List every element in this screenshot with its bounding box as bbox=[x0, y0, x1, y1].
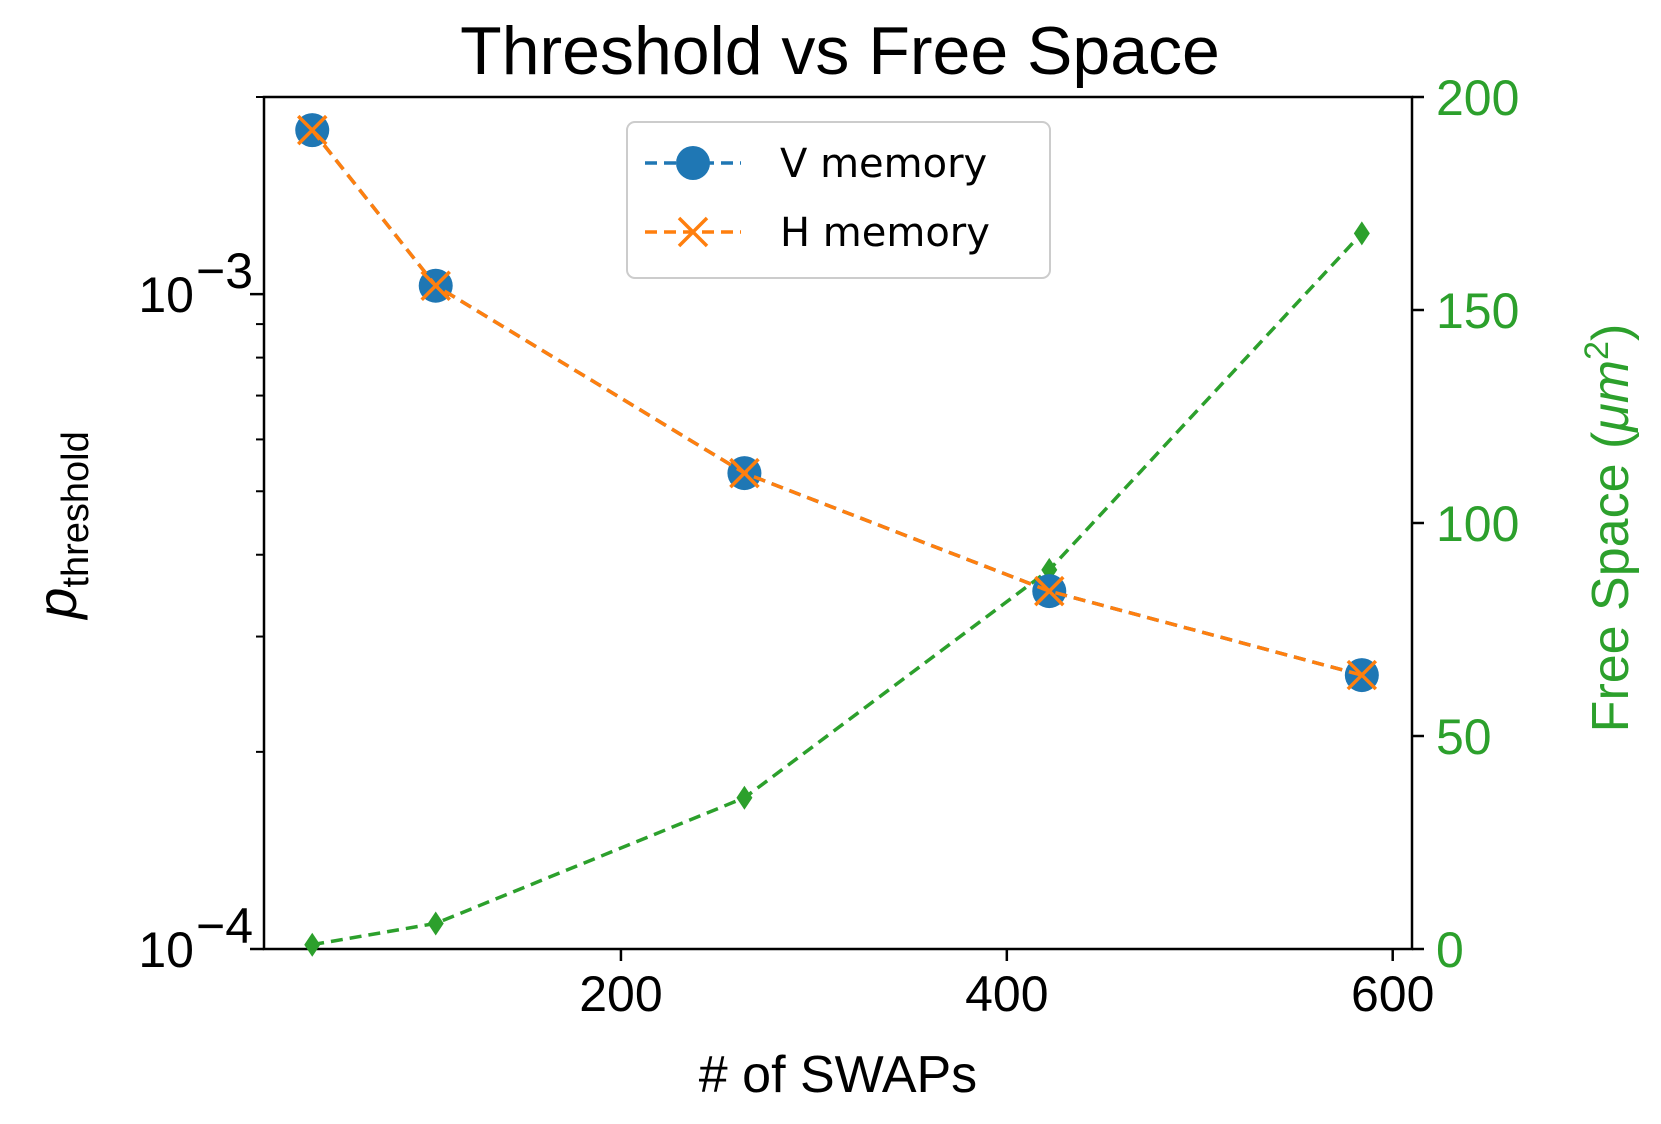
x-tick-label: 600 bbox=[1351, 966, 1434, 1022]
y-tick-label-base: 10 bbox=[138, 267, 194, 323]
y2-tick-label: 50 bbox=[1436, 709, 1492, 765]
series-layer bbox=[295, 113, 1379, 957]
legend: V memory H memory bbox=[626, 121, 1051, 279]
y2-axis-label-close: ) bbox=[1582, 324, 1640, 341]
y-axis-label-main: p bbox=[25, 588, 88, 621]
free-space-point bbox=[1353, 221, 1370, 246]
y2-tick-label: 150 bbox=[1436, 283, 1519, 339]
h-memory-point bbox=[729, 457, 760, 489]
y2-axis-ticks: 0 50 100 150 200 bbox=[1412, 70, 1519, 978]
free-space-point bbox=[736, 785, 753, 810]
y-axis-ticks: 10−410−3 bbox=[138, 96, 264, 978]
free-space-point bbox=[427, 911, 444, 936]
y-tick-label-exponent: −4 bbox=[196, 898, 253, 954]
legend-marker-h-memory bbox=[677, 216, 709, 248]
y-tick-label: 10 bbox=[138, 922, 194, 978]
h-memory-point bbox=[420, 270, 451, 301]
y2-axis-label: Free Space (μm2) bbox=[1578, 324, 1640, 733]
free-space-point bbox=[304, 932, 321, 957]
chart-title: Threshold vs Free Space bbox=[460, 13, 1220, 89]
y-axis-label: pthreshold bbox=[25, 431, 97, 620]
y2-tick-label: 0 bbox=[1436, 922, 1464, 978]
h-memory-point bbox=[1346, 659, 1378, 691]
free-space-line bbox=[311, 232, 1364, 947]
y-axis-label-sub: threshold bbox=[55, 431, 97, 587]
y2-tick-label: 200 bbox=[1436, 70, 1519, 126]
y2-tick-label: 100 bbox=[1436, 496, 1519, 552]
legend-marker-v-memory bbox=[676, 146, 710, 180]
x-tick-label: 400 bbox=[965, 966, 1048, 1022]
x-tick-label: 200 bbox=[579, 966, 662, 1022]
y2-axis-label-text: Free Space ( bbox=[1582, 431, 1640, 732]
h-memory-point bbox=[296, 114, 328, 146]
y-tick-label-exponent: −3 bbox=[196, 243, 253, 299]
y-tick-label-base: 10 bbox=[138, 922, 194, 978]
h-memory-point bbox=[1034, 575, 1065, 607]
x-axis-label: # of SWAPs bbox=[699, 1046, 977, 1104]
legend-box bbox=[626, 121, 1051, 279]
legend-label-h-memory: H memory bbox=[780, 210, 990, 256]
x-axis-ticks: 200 400 600 bbox=[579, 949, 1434, 1022]
y-tick-label: 10 bbox=[138, 267, 194, 323]
y2-axis-label-exp: 2 bbox=[1578, 341, 1616, 360]
legend-label-v-memory: V memory bbox=[780, 141, 987, 187]
y2-axis-label-unit: μm bbox=[1582, 360, 1640, 434]
